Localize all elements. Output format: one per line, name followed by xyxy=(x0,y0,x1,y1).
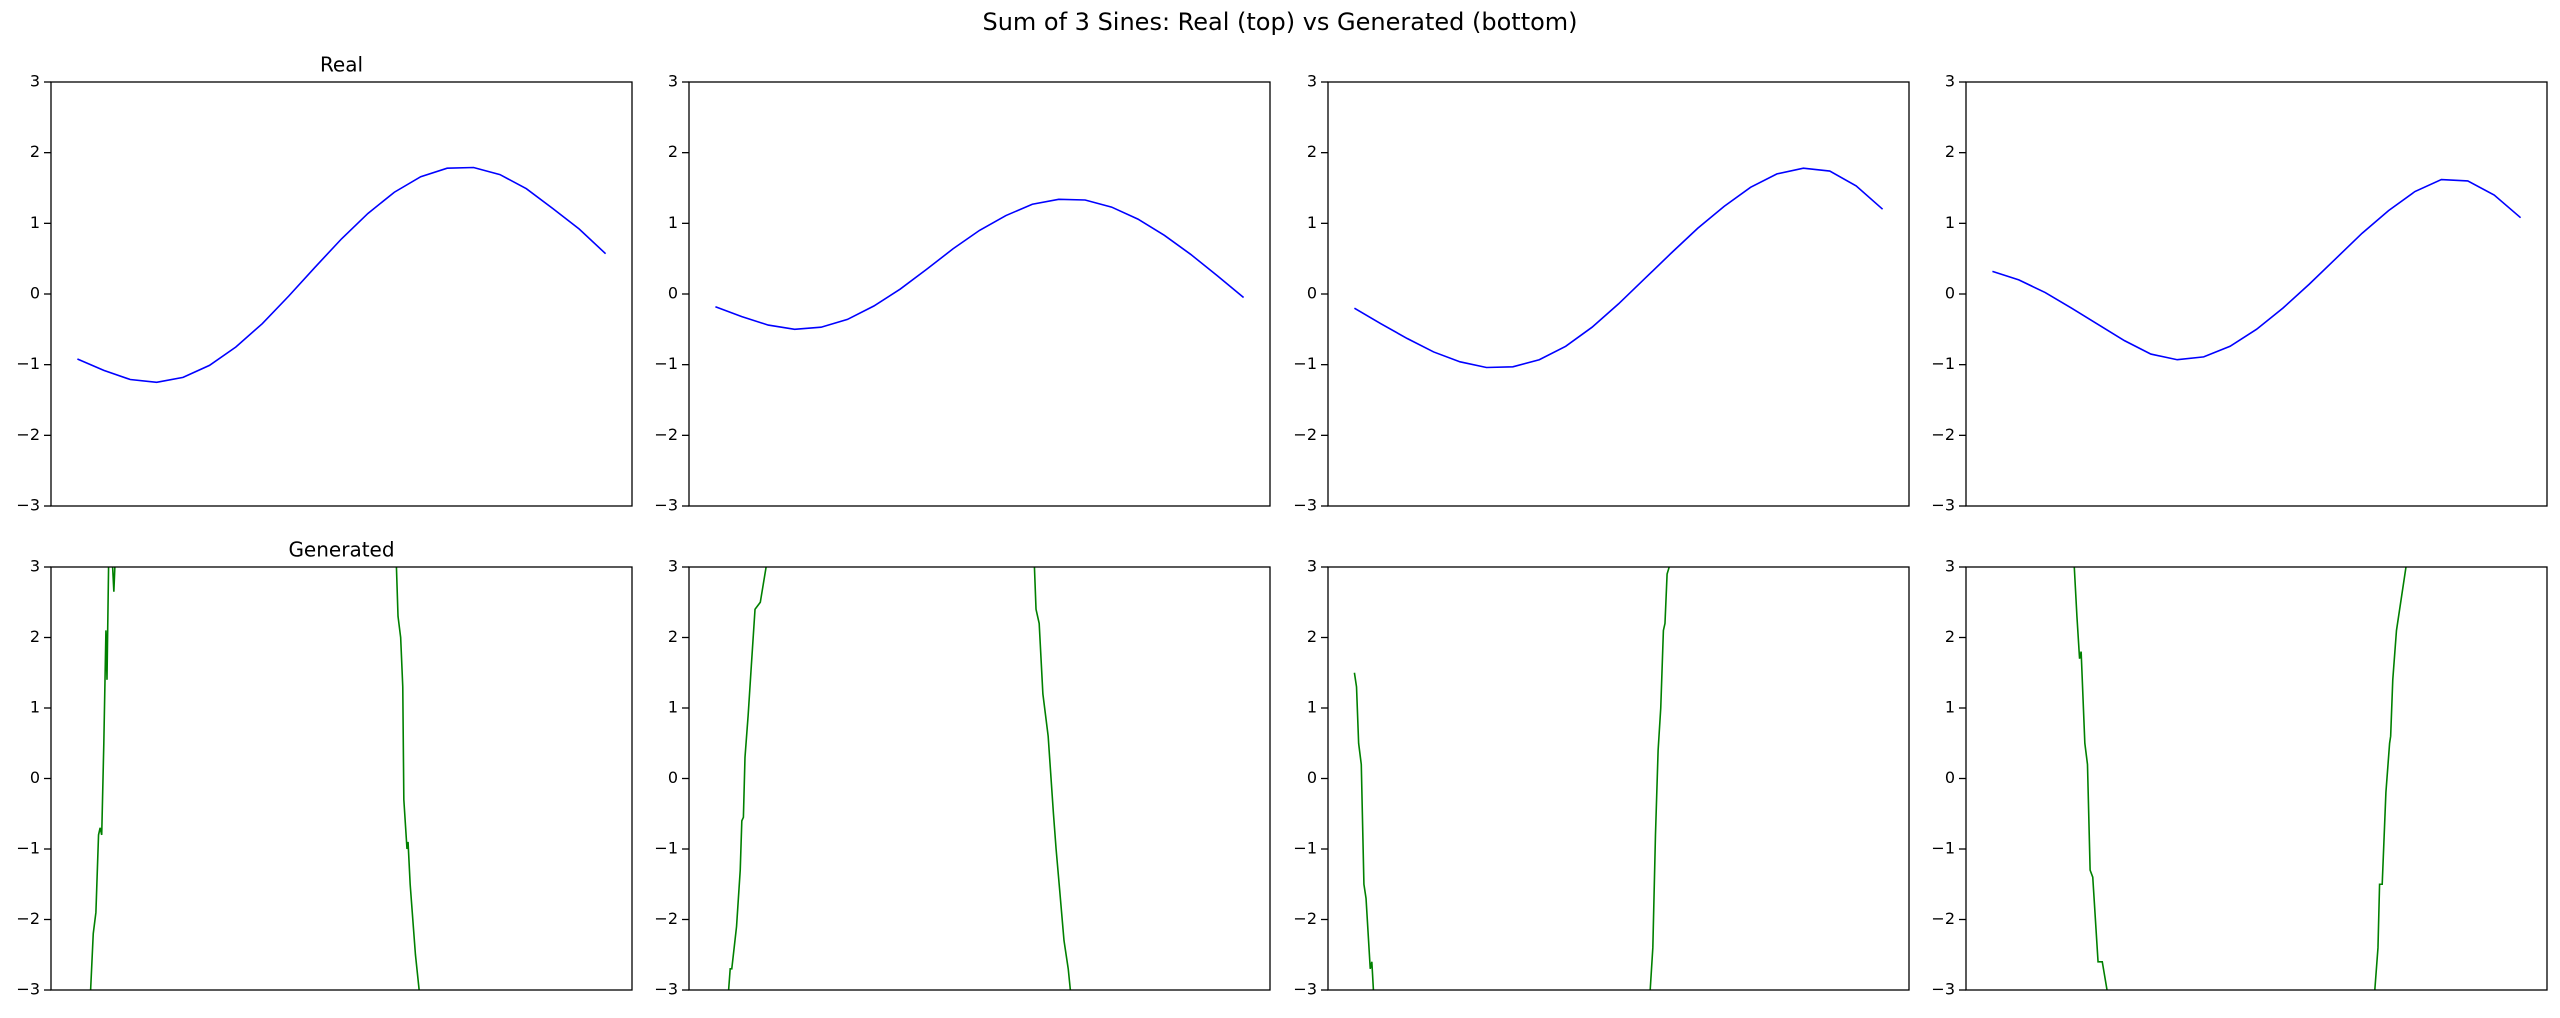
y-tick-label: 1 xyxy=(668,698,678,717)
y-tick-label: −3 xyxy=(16,496,40,515)
data-line xyxy=(1992,178,2522,361)
axes-frame xyxy=(1327,81,1910,507)
y-tick-label: 3 xyxy=(1307,72,1317,91)
y-tick-label: −3 xyxy=(1931,496,1955,515)
data-line xyxy=(715,198,1245,331)
y-tick-label: −3 xyxy=(1931,980,1955,999)
y-tick-label: 0 xyxy=(30,284,40,303)
subplot-title: Real xyxy=(320,53,363,77)
subplot: −3 −2 −1 0 1 2 3 Real xyxy=(16,53,633,515)
y-tick-label: 2 xyxy=(1945,627,1955,646)
y-tick-label: 2 xyxy=(1307,142,1317,161)
y-tick-label: −1 xyxy=(16,839,40,858)
y-tick-label: −1 xyxy=(1931,839,1955,858)
data-line xyxy=(727,567,1072,990)
y-tick-label: 3 xyxy=(1945,557,1955,576)
y-tick-label: −3 xyxy=(16,980,40,999)
y-tick-label: 2 xyxy=(668,627,678,646)
axes-frame xyxy=(688,81,1271,507)
subplot: −3 −2 −1 0 1 2 3 xyxy=(1293,72,1910,515)
data-line xyxy=(89,567,420,990)
axes-frame xyxy=(688,566,1271,991)
y-tick-label: 1 xyxy=(1945,698,1955,717)
y-tick-label: −1 xyxy=(654,354,678,373)
y-tick-label: 0 xyxy=(668,284,678,303)
subplot-title: Generated xyxy=(288,538,394,562)
y-tick-label: 0 xyxy=(1945,768,1955,787)
y-tick-label: 2 xyxy=(1307,627,1317,646)
axes-frame xyxy=(1327,566,1910,991)
y-tick-label: 3 xyxy=(668,72,678,91)
y-tick-label: −1 xyxy=(1293,839,1317,858)
y-tick-label: 1 xyxy=(30,213,40,232)
y-tick-label: −2 xyxy=(16,909,40,928)
y-tick-label: 1 xyxy=(1307,698,1317,717)
axes-frame xyxy=(50,566,633,991)
y-tick-label: 3 xyxy=(1307,557,1317,576)
y-tick-label: 3 xyxy=(30,72,40,91)
y-tick-label: 1 xyxy=(1945,213,1955,232)
y-tick-label: 1 xyxy=(1307,213,1317,232)
y-tick-label: −2 xyxy=(1931,909,1955,928)
y-tick-label: 3 xyxy=(1945,72,1955,91)
y-tick-label: −3 xyxy=(654,980,678,999)
y-tick-label: −2 xyxy=(1931,425,1955,444)
y-tick-label: 2 xyxy=(30,627,40,646)
data-line xyxy=(1353,567,1671,990)
y-tick-label: 3 xyxy=(668,557,678,576)
y-tick-label: 0 xyxy=(668,768,678,787)
subplot: −3 −2 −1 0 1 2 3 xyxy=(1931,557,2548,999)
y-tick-label: −2 xyxy=(654,909,678,928)
y-tick-label: 0 xyxy=(1945,284,1955,303)
data-line xyxy=(77,166,607,384)
y-tick-label: −2 xyxy=(654,425,678,444)
y-tick-label: −3 xyxy=(1293,980,1317,999)
y-tick-label: −1 xyxy=(654,839,678,858)
y-tick-label: −3 xyxy=(654,496,678,515)
data-line xyxy=(2073,567,2407,990)
subplot: −3 −2 −1 0 1 2 3 xyxy=(654,72,1271,515)
axes-frame xyxy=(50,81,633,507)
y-tick-label: −1 xyxy=(16,354,40,373)
y-tick-label: 0 xyxy=(1307,768,1317,787)
y-tick-label: −1 xyxy=(1931,354,1955,373)
figure-title: Sum of 3 Sines: Real (top) vs Generated … xyxy=(982,8,1577,36)
y-tick-label: 0 xyxy=(30,768,40,787)
y-tick-label: −3 xyxy=(1293,496,1317,515)
data-line xyxy=(1354,167,1884,369)
y-tick-label: 2 xyxy=(30,142,40,161)
y-tick-label: 2 xyxy=(1945,142,1955,161)
subplot: −3 −2 −1 0 1 2 3 xyxy=(1931,72,2548,515)
y-tick-label: −1 xyxy=(1293,354,1317,373)
y-tick-label: −2 xyxy=(1293,909,1317,928)
y-tick-label: −2 xyxy=(1293,425,1317,444)
axes-frame xyxy=(1965,81,2548,507)
subplot: −3 −2 −1 0 1 2 3 xyxy=(1293,557,1910,999)
y-tick-label: 0 xyxy=(1307,284,1317,303)
y-tick-label: −2 xyxy=(16,425,40,444)
y-tick-label: 2 xyxy=(668,142,678,161)
axes-frame xyxy=(1965,566,2548,991)
y-tick-label: 1 xyxy=(30,698,40,717)
subplot: −3 −2 −1 0 1 2 3 Generated xyxy=(16,538,633,999)
y-tick-label: 3 xyxy=(30,557,40,576)
subplot: −3 −2 −1 0 1 2 3 xyxy=(654,557,1271,999)
y-tick-label: 1 xyxy=(668,213,678,232)
